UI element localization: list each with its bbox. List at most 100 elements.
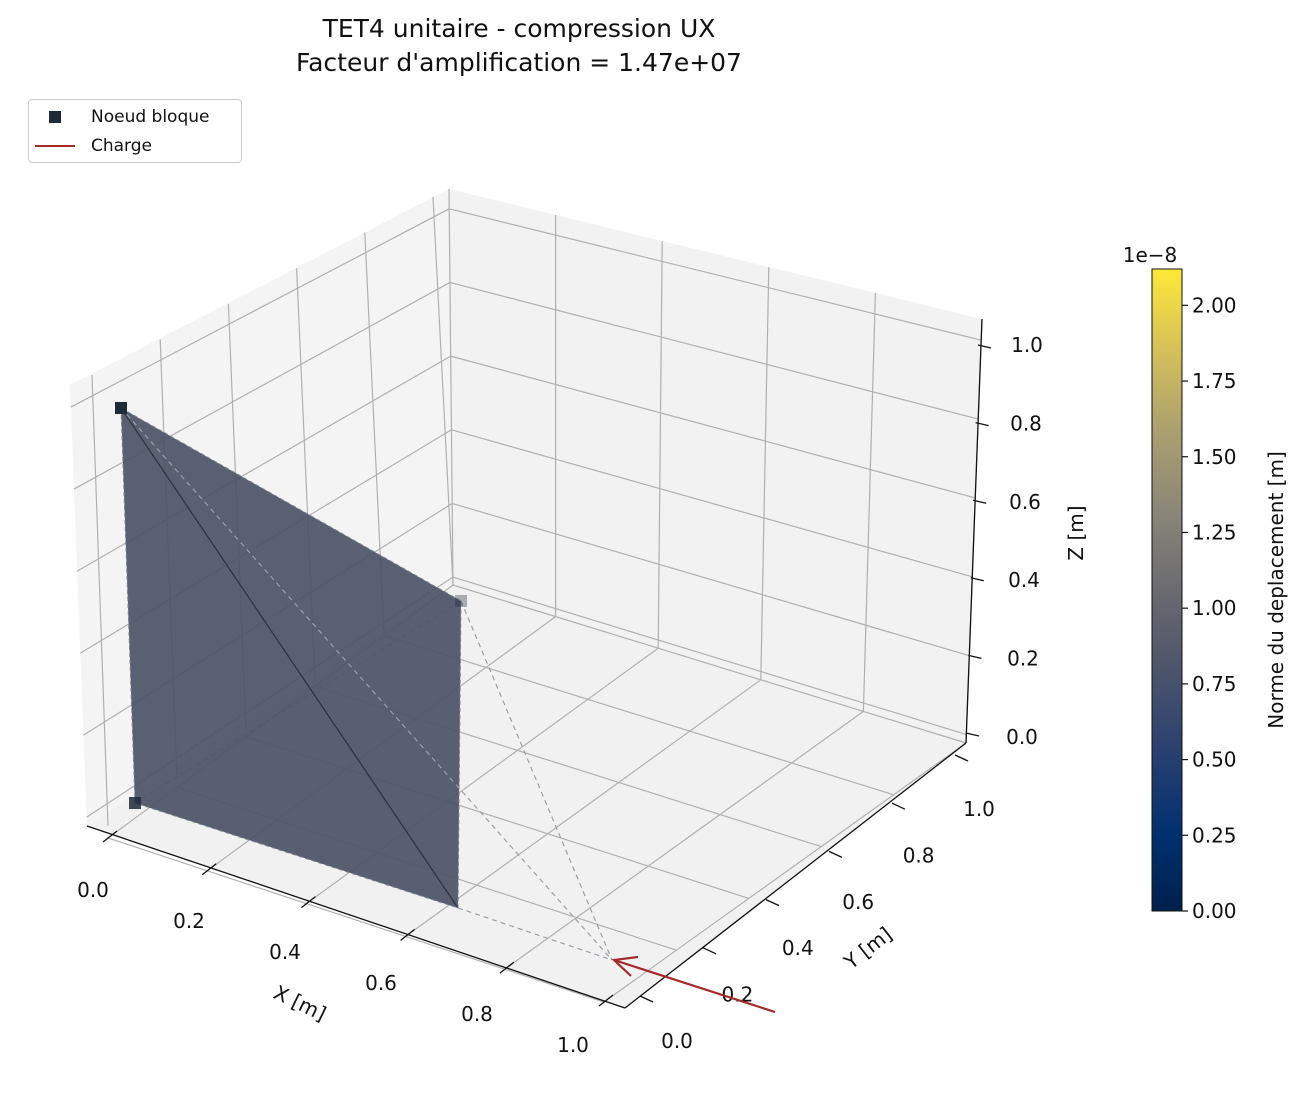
z-tick-labels: 0.0 0.2 0.4 0.6 0.8 1.0 [1006,333,1043,749]
colorbar-label: Norme du deplacement [m] [1264,451,1288,729]
grid-line-floor-x [504,710,864,970]
y-tick [639,995,654,1003]
x-axis-label: X [m] [270,980,330,1026]
chart-subtitle: Facteur d'amplification = 1.47e+07 [296,48,742,77]
face-outline [120,407,462,909]
z-tick [975,421,989,427]
colorbar-tick-label: 2.00 [1192,293,1237,317]
x-tick-label: 0.4 [269,940,301,964]
y-tick [954,754,969,762]
y-tick [702,947,717,955]
legend-label: Charge [91,136,153,156]
z-tick [977,344,992,349]
grid-line-floor-y [383,635,894,796]
colorbar-ticks: 0.00 0.25 0.50 0.75 1.00 1.25 1.50 1.75 2.00 [1182,293,1237,923]
grid-line-back-y [657,240,663,649]
y-tick-label: 1.0 [963,797,995,821]
z-tick-label: 0.8 [1010,411,1042,435]
deformed-edge-2 [460,600,613,961]
legend: Noeud bloque Charge [28,99,242,163]
colorbar-tick-label: 0.25 [1192,823,1237,847]
grid-line-floor-x [405,679,762,937]
grid-line-back-z [449,208,982,341]
z-axis-line [965,318,983,744]
tetrahedron-mesh [115,402,613,961]
colorbar-tick-label: 0.00 [1192,899,1237,923]
y-axis-label: Y [m] [839,922,897,975]
axes [86,318,992,1009]
colorbar-tick-label: 1.25 [1192,520,1237,544]
colorbar-tick-label: 0.75 [1192,672,1237,696]
x-tick [300,896,316,909]
y-tick-label: 0.0 [661,1029,693,1053]
x-tick-label: 0.6 [365,971,397,995]
grid-line-back-z [452,576,967,736]
square-marker-icon [49,111,61,123]
colorbar: 0.00 0.25 0.50 0.75 1.00 1.25 1.50 1.75 2.00 1e−… [1123,243,1288,923]
y-tick-labels: 0.00.20.40.60.81.0 [661,797,995,1053]
y-axis-line [624,742,967,1009]
z-tick-label: 1.0 [1011,333,1043,357]
face-x0 [121,408,461,908]
deformed-edge-3 [457,907,613,961]
x-tick [400,928,416,941]
z-tick-label: 0.0 [1006,725,1038,749]
x-tick [102,830,118,843]
grid-line-back-y [760,266,770,680]
y-tick [891,802,906,810]
colorbar-tick-label: 0.50 [1192,748,1237,772]
deformed-edge-1 [120,407,613,961]
legend-entry-load: Charge [29,135,152,157]
y-tick [765,899,780,907]
z-tick-label: 0.6 [1009,490,1041,514]
colorbar-multiplier: 1e−8 [1123,243,1178,267]
legend-label: Noeud bloque [91,107,210,127]
grid-line-left-x [432,196,454,586]
grid-line-back-y [448,188,454,586]
z-tick [965,732,980,737]
x-tick-labels: 0.0 0.2 0.4 0.6 0.8 1.0 [77,878,589,1057]
x-tick-label: 0.8 [461,1002,493,1026]
line-marker-icon [35,145,75,147]
colorbar-tick-label: 1.50 [1192,445,1237,469]
z-tick [973,499,987,504]
z-tick-label: 0.4 [1008,568,1040,592]
colorbar-tick-label: 1.00 [1192,596,1237,620]
grid-line-floor-x [603,742,967,1003]
z-axis-label: Z [m] [1064,505,1088,560]
y-tick [828,850,843,858]
x-tick-label: 0.0 [77,878,109,902]
z-tick [968,654,982,660]
x-tick-label: 0.2 [173,909,205,933]
x-tick [201,863,217,876]
legend-entry-blocked: Noeud bloque [29,106,210,128]
colorbar-tick-label: 1.75 [1192,369,1237,393]
blocked-node-bottom [129,797,141,809]
grid-line-back-z [450,355,976,499]
x-tick-label: 1.0 [557,1033,589,1057]
load-arrow [611,955,776,1014]
y-tick-label: 0.4 [782,936,814,960]
x-tick [499,961,515,974]
chart-title: TET4 unitaire - compression UX [322,14,716,43]
grid-line-left-z [70,208,450,408]
x-axis-line [86,825,626,1009]
colorbar-gradient [1151,268,1183,912]
grid-line-back-y [862,292,876,712]
y-tick-label: 0.8 [903,843,935,867]
grid-line-floor-y [452,584,967,744]
grid-line-back-z [451,429,973,578]
x-tick [598,994,614,1007]
grid-line-back-z [452,502,970,657]
blocked-node-top [115,402,127,414]
blocked-node-back [455,595,467,607]
z-tick-label: 0.2 [1007,647,1039,671]
grid-line-left-x [91,374,109,827]
y-tick-label: 0.6 [842,890,874,914]
z-tick [970,577,984,582]
pane-back-x [449,189,982,743]
grid-line-floor-y [107,837,605,1003]
grid-line-back-z [449,281,979,420]
edge-diagonal [120,407,459,909]
